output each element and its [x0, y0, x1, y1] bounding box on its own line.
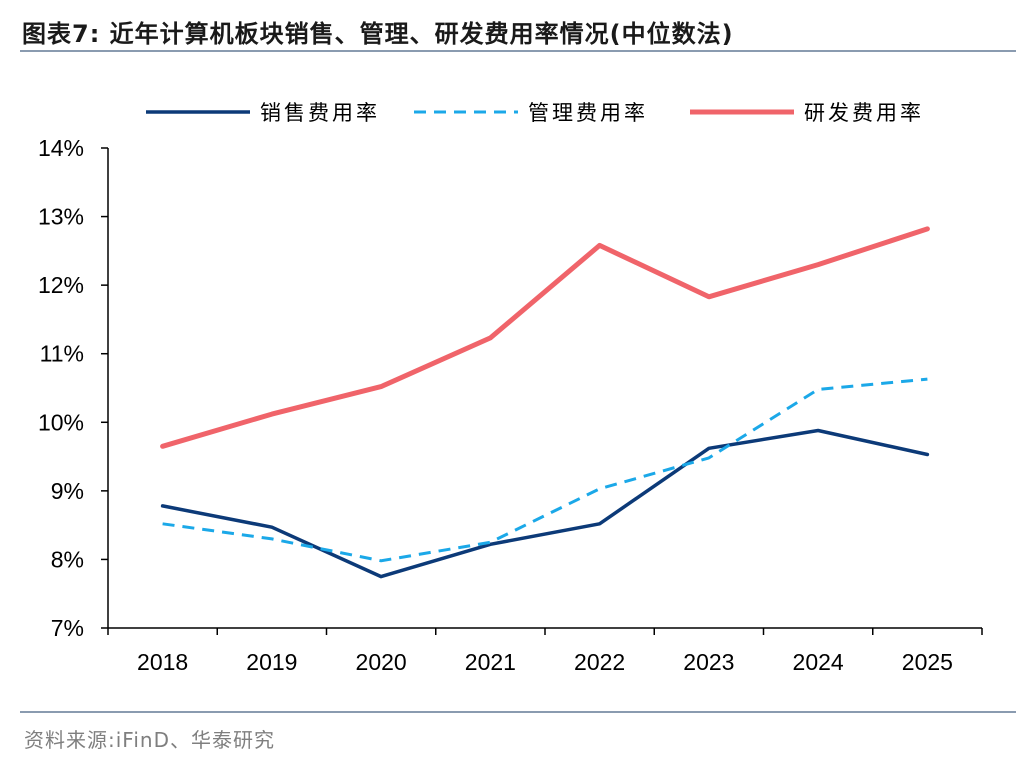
y-tick-label: 13% [38, 204, 84, 230]
legend-label: 管理费用率 [528, 101, 648, 125]
series-line-1 [160, 428, 930, 579]
x-tick-label: 2019 [246, 649, 297, 675]
series-lines [160, 226, 930, 579]
y-tick-label: 8% [51, 546, 84, 572]
x-tick-label: 2022 [574, 649, 625, 675]
legend-label: 销售费用率 [260, 101, 380, 125]
axes: 14% 13% 12% 11% 10% 9% 8% 7% 2018 2019 2020 2021 202… [38, 135, 983, 675]
title-bar: 图表7: 近年计算机板块销售、管理、研发费用率情况(中位数法) [20, 10, 1016, 52]
source-note: 资料来源:iFinD、华泰研究 [24, 728, 275, 752]
x-tick-label: 2024 [793, 649, 844, 675]
series-line-2 [162, 377, 928, 563]
y-tick-label: 12% [38, 272, 84, 298]
y-tick-label: 7% [51, 615, 84, 641]
y-tick-label: 9% [51, 478, 84, 504]
legend: 销售费用率 管理费用率 研发费用率 [146, 101, 924, 125]
x-tick-label: 2021 [465, 649, 516, 675]
y-tick-label: 14% [38, 135, 84, 161]
footer-divider [20, 711, 1016, 713]
legend-label: 研发费用率 [804, 101, 924, 125]
x-tick-label: 2020 [356, 649, 407, 675]
x-tick-label: 2023 [683, 649, 734, 675]
chart-title: 图表7: 近年计算机板块销售、管理、研发费用率情况(中位数法) [22, 20, 734, 48]
y-tick-label: 10% [38, 409, 84, 435]
y-tick-label: 11% [40, 341, 84, 367]
x-tick-label: 2018 [137, 649, 188, 675]
x-tick-label: 2025 [902, 649, 953, 675]
series-line-3 [160, 226, 930, 449]
